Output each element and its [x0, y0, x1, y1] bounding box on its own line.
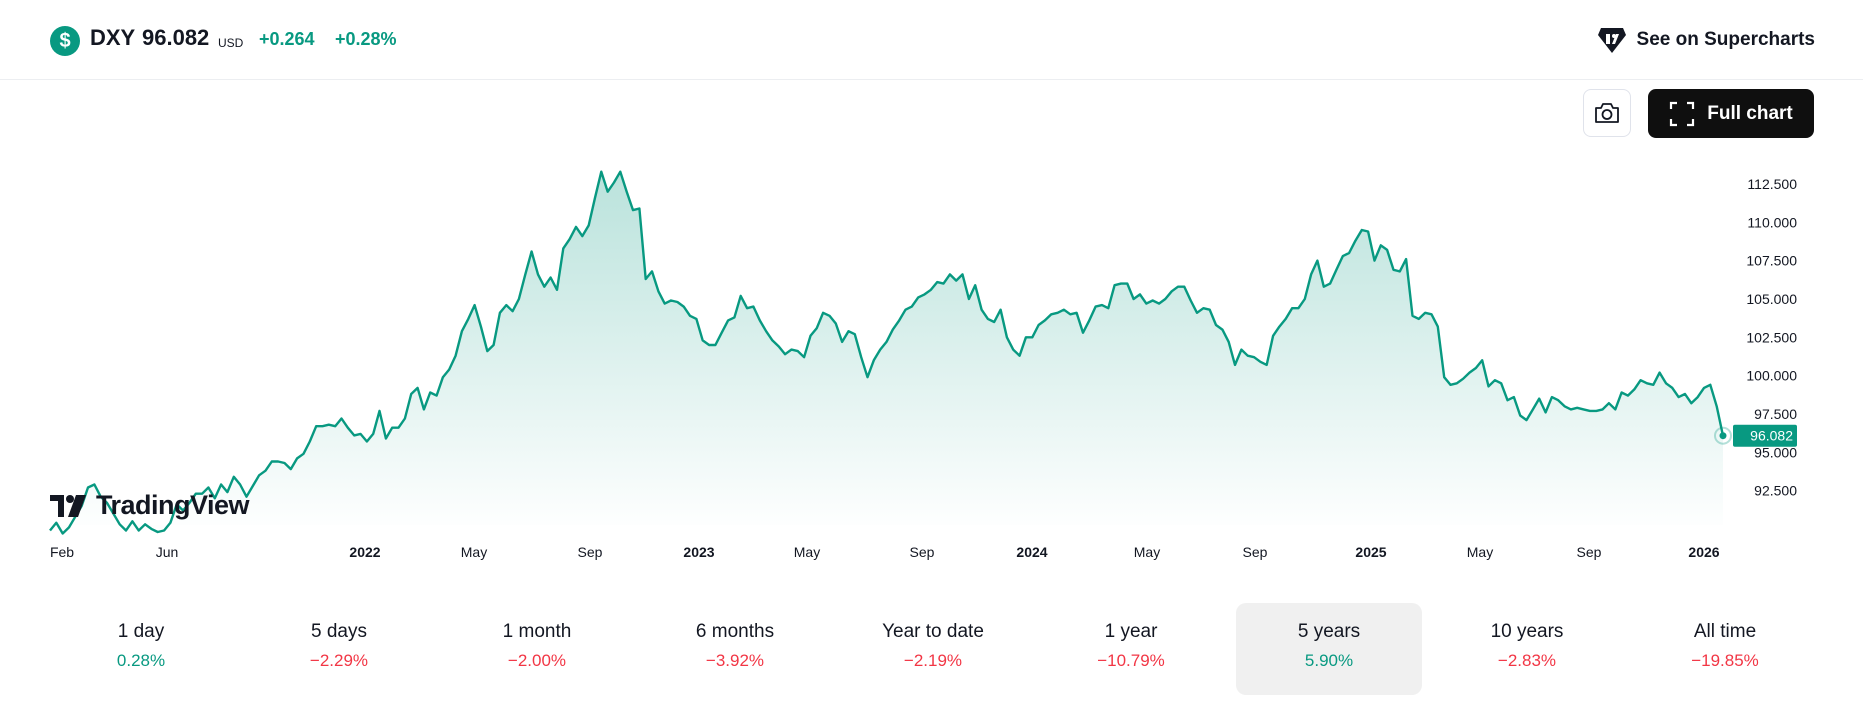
period-label: 1 day — [117, 621, 165, 642]
last-price-dot — [1719, 432, 1727, 440]
y-tick-label: 107.500 — [1746, 253, 1797, 269]
x-tick-label: Sep — [1243, 544, 1268, 560]
x-tick-label: 2025 — [1355, 544, 1386, 560]
full-chart-label: Full chart — [1707, 102, 1793, 124]
price-change: +0.264 — [259, 29, 315, 49]
tradingview-logo: TradingView — [50, 490, 250, 521]
period-label: 10 years — [1490, 621, 1564, 642]
period-change-value: −2.19% — [903, 651, 963, 670]
y-tick-label: 102.500 — [1746, 329, 1797, 345]
period-1-year-button[interactable]: 1 year −10.79% — [1038, 603, 1224, 695]
symbol-price: 96.082 — [142, 25, 210, 50]
fullscreen-icon — [1670, 101, 1695, 126]
price-area-fill — [50, 171, 1723, 534]
period-change-value: −2.00% — [507, 651, 567, 670]
symbol-name[interactable]: DXY — [90, 25, 136, 50]
period-6-months-button[interactable]: 6 months −3.92% — [642, 603, 828, 695]
y-tick-label: 112.500 — [1747, 176, 1797, 192]
price-line — [49, 170, 1725, 535]
period-5-days-button[interactable]: 5 days −2.29% — [246, 603, 432, 695]
x-tick-label: May — [1467, 544, 1493, 560]
symbol-header: $ DXY 96.082 USD +0.264 +0.28% See on Su… — [0, 0, 1863, 80]
period-change-value: −3.92% — [705, 651, 765, 670]
period-label: 5 days — [311, 621, 367, 642]
period-selector: 1 day 0.28% 5 days −2.29% 1 month −2.00% 6 mon… — [48, 603, 1818, 695]
period-label: 1 year — [1104, 621, 1158, 642]
period-change-value: 5.90% — [1304, 651, 1354, 670]
period-label: All time — [1693, 621, 1757, 642]
tradingview-mark-icon — [50, 494, 86, 517]
x-tick-label: 2026 — [1688, 544, 1719, 560]
period-5-years-button[interactable]: 5 years 5.90% — [1236, 603, 1422, 695]
period-label: Year to date — [882, 621, 984, 642]
x-tick-label: 2024 — [1016, 544, 1047, 560]
last-price-label-bg — [1733, 424, 1797, 447]
y-tick-label: 95.000 — [1754, 444, 1797, 460]
x-tick-label: Jun — [156, 544, 179, 560]
x-tick-label: May — [794, 544, 820, 560]
y-tick-label: 110.000 — [1747, 214, 1797, 230]
period-label: 1 month — [502, 621, 572, 642]
period-change-value: −2.83% — [1497, 651, 1557, 670]
period-label: 5 years — [1297, 621, 1361, 642]
period-all-time-button[interactable]: All time −19.85% — [1632, 603, 1818, 695]
x-tick-label: Sep — [1577, 544, 1602, 560]
y-tick-label: 100.000 — [1746, 368, 1797, 384]
period-change-value: 0.28% — [116, 651, 166, 670]
x-tick-label: May — [461, 544, 487, 560]
price-chart[interactable]: 112.500 110.000 107.500 105.000 102.500 100.0… — [0, 150, 1863, 570]
x-tick-label: 2022 — [349, 544, 380, 560]
y-tick-label: 105.000 — [1746, 291, 1797, 307]
supercharts-label: See on Supercharts — [1636, 29, 1815, 50]
period-change-value: −19.85% — [1691, 651, 1759, 670]
see-on-supercharts-link[interactable]: See on Supercharts — [1597, 24, 1815, 56]
x-tick-label: Feb — [50, 544, 74, 560]
x-tick-label: Sep — [910, 544, 935, 560]
period-10-years-button[interactable]: 10 years −2.83% — [1434, 603, 1620, 695]
tradingview-logo-icon — [1597, 28, 1626, 53]
x-tick-label: May — [1134, 544, 1160, 560]
period-change-value: −2.29% — [309, 651, 369, 670]
y-tick-label: 92.500 — [1754, 483, 1797, 499]
period-change-value: −10.79% — [1097, 651, 1165, 670]
period-1-month-button[interactable]: 1 month −2.00% — [444, 603, 630, 695]
x-tick-label: Sep — [578, 544, 603, 560]
price-change-percent: +0.28% — [335, 29, 397, 49]
period-1-day-button[interactable]: 1 day 0.28% — [48, 603, 234, 695]
last-price-halo — [1714, 426, 1732, 445]
y-tick-label: 97.500 — [1754, 406, 1797, 422]
last-price-label: 96.082 — [1750, 428, 1793, 444]
symbol-currency: USD — [218, 36, 244, 50]
tradingview-logo-text: TradingView — [96, 490, 250, 520]
camera-icon — [1595, 103, 1619, 123]
full-chart-button[interactable]: Full chart — [1648, 89, 1814, 138]
period-year-to-date-button[interactable]: Year to date −2.19% — [840, 603, 1026, 695]
screenshot-button[interactable] — [1583, 89, 1631, 137]
period-label: 6 months — [695, 621, 775, 642]
x-tick-label: 2023 — [683, 544, 714, 560]
dollar-icon: $ — [50, 26, 80, 56]
